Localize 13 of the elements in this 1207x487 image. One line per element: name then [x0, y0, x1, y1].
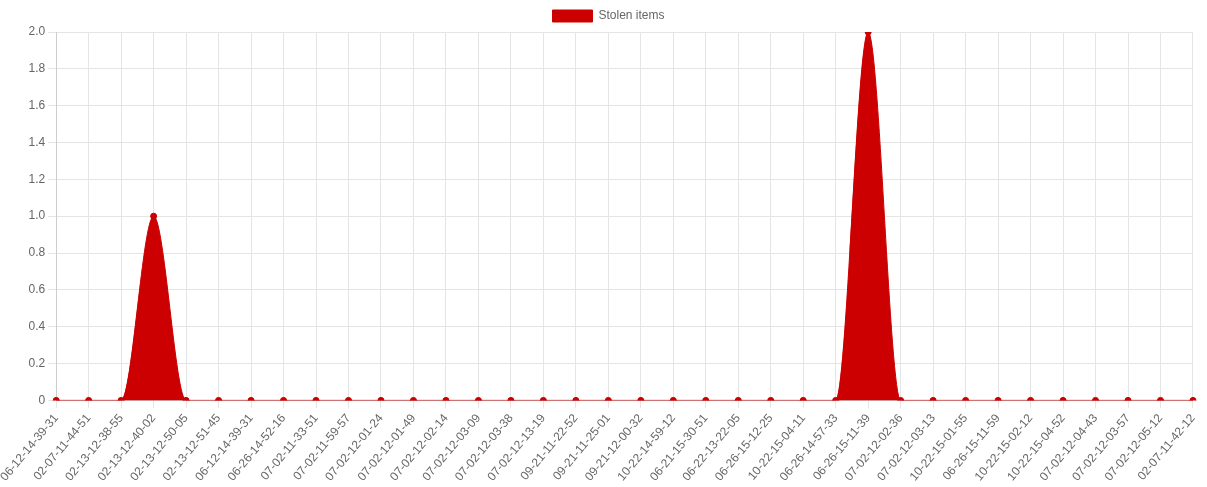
y-tick-label: 0	[38, 392, 46, 407]
y-tick-label: 1.8	[28, 61, 46, 76]
y-tick-label: 0.4	[28, 319, 46, 334]
y-tick-label: 2.0	[28, 24, 46, 39]
legend-label: Stolen items	[598, 8, 665, 23]
y-tick-label: 1.2	[28, 171, 46, 186]
y-tick-label: 0.2	[28, 355, 46, 370]
y-tick-label: 0.8	[28, 245, 46, 260]
point	[150, 212, 158, 220]
y-tick-label: 1.6	[28, 97, 46, 112]
y-tick-label: 1.0	[28, 208, 46, 223]
y-tick-label: 0.6	[28, 282, 46, 297]
y-tick-label: 1.4	[28, 134, 46, 149]
